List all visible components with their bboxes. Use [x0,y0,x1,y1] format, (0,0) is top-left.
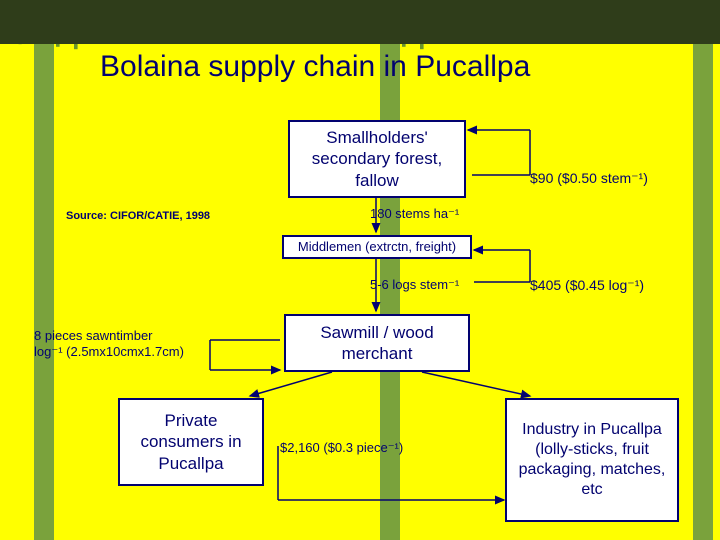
label-line: log⁻¹ (2.5mx10cmx1.7cm) [34,344,184,359]
label-price-stem: $90 ($0.50 stem⁻¹) [530,170,648,188]
decorative-column [34,0,54,540]
node-industry: Industry in Pucallpa (lolly-sticks, frui… [505,398,679,522]
node-text: Middlemen (extrctn, freight) [298,239,456,255]
slide-root: Bolaina supply chain in Pucallpa Source:… [0,0,720,540]
node-middlemen: Middlemen (extrctn, freight) [282,235,472,259]
node-text: Sawmill / wood merchant [292,322,462,365]
source-citation: Source: CIFOR/CATIE, 1998 [66,210,210,222]
label-stems-per-ha: 180 stems ha⁻¹ [370,206,459,222]
label-price-piece: $2,160 ($0.3 piece⁻¹) [280,440,403,456]
node-smallholders: Smallholders' secondary forest, fallow [288,120,466,198]
top-band [0,0,720,44]
node-text: Private consumers in Pucallpa [126,410,256,474]
node-text: Smallholders' secondary forest, fallow [296,127,458,191]
decorative-column [693,0,713,540]
label-pieces-sawntimber: 8 pieces sawntimber log⁻¹ (2.5mx10cmx1.7… [34,328,184,361]
node-sawmill: Sawmill / wood merchant [284,314,470,372]
label-logs-per-stem: 5-6 logs stem⁻¹ [370,277,459,293]
label-price-log: $405 ($0.45 log⁻¹) [530,277,644,295]
node-text: Industry in Pucallpa (lolly-sticks, frui… [513,420,671,500]
slide-title: Bolaina supply chain in Pucallpa [100,50,530,84]
node-private-consumers: Private consumers in Pucallpa [118,398,264,486]
label-line: 8 pieces sawntimber [34,328,153,343]
